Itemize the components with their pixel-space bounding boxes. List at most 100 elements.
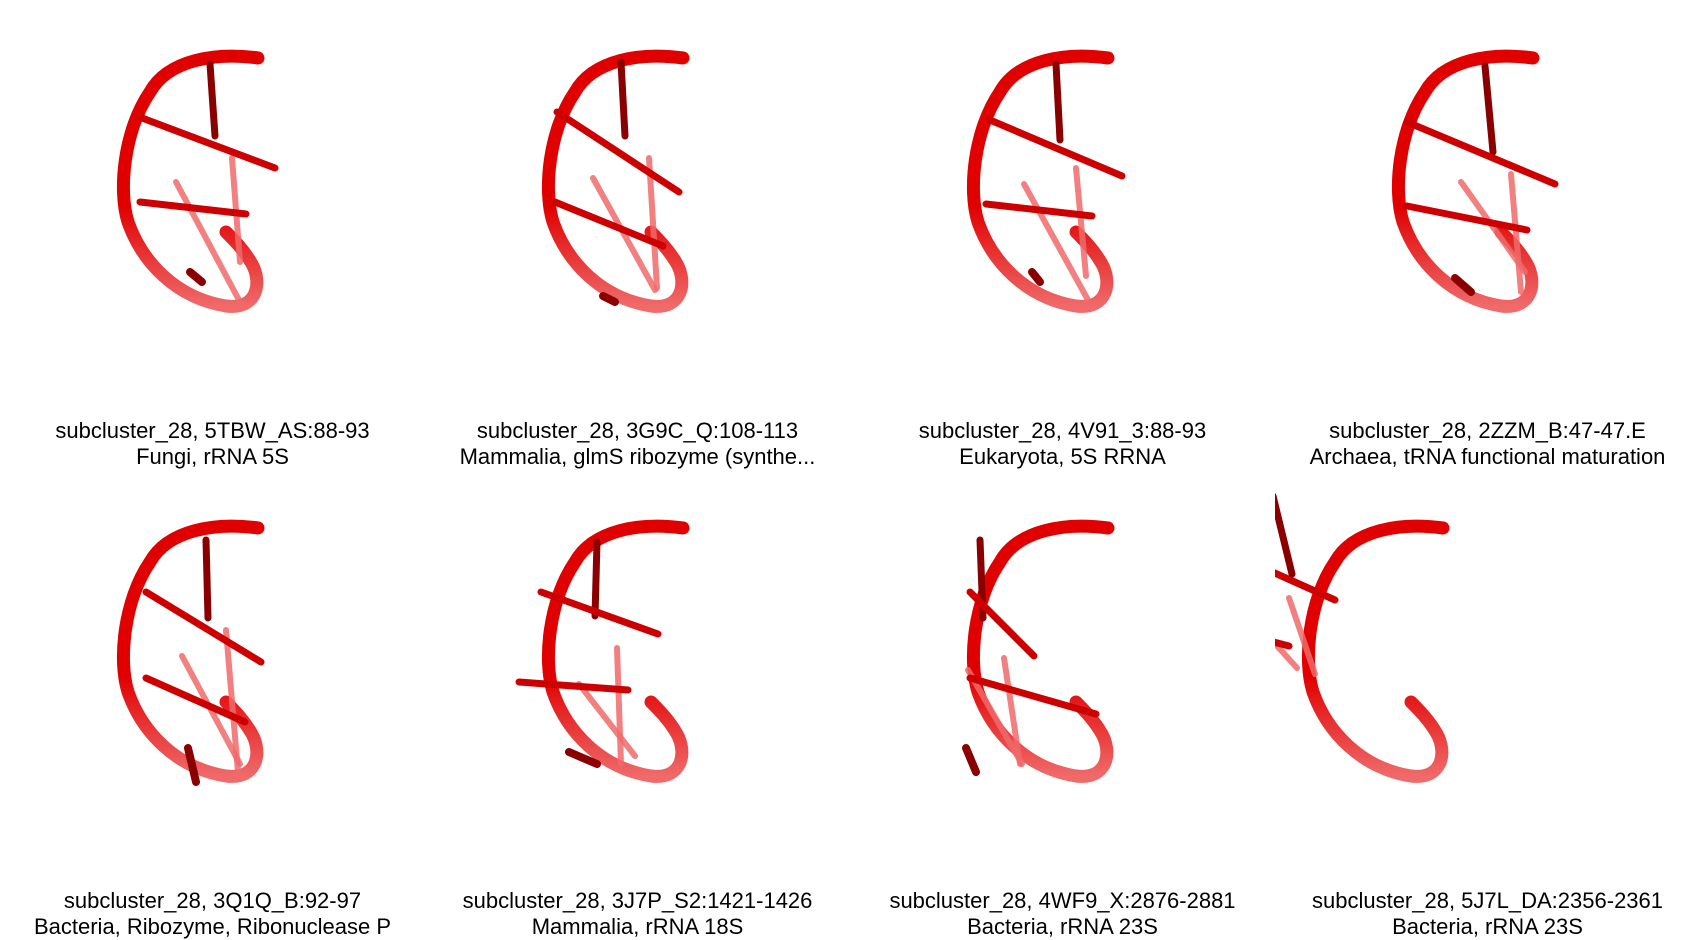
base-strut xyxy=(1451,274,1475,296)
base-strut xyxy=(206,60,219,140)
panel-description-line: Bacteria, rRNA 23S xyxy=(967,914,1158,939)
panel-caption: subcluster_28, 3G9C_Q:108-113 Mammalia, … xyxy=(425,418,850,470)
base-strut xyxy=(142,588,265,666)
panel-description-line: Bacteria, rRNA 23S xyxy=(1392,914,1583,939)
base-strut xyxy=(1403,202,1531,234)
panel-caption: subcluster_28, 3J7P_S2:1421-1426 Mammali… xyxy=(425,888,850,940)
base-strut xyxy=(184,744,200,786)
base-strut xyxy=(599,292,619,306)
base-strut xyxy=(966,588,1038,660)
base-strut xyxy=(1286,595,1318,677)
base-strut xyxy=(202,536,212,622)
base-strut xyxy=(1028,268,1044,286)
base-strut xyxy=(551,198,667,250)
base-strut xyxy=(138,114,279,172)
base-strut xyxy=(646,155,660,291)
panel-caption: subcluster_28, 3Q1Q_B:92-97 Bacteria, Ri… xyxy=(0,888,425,940)
panel-caption: subcluster_28, 5J7L_DA:2356-2361 Bacteri… xyxy=(1275,888,1700,940)
base-strut xyxy=(982,200,1096,220)
panel-id-line: subcluster_28, 4V91_3:88-93 xyxy=(918,418,1207,443)
base-strut xyxy=(1052,60,1064,144)
panel-caption: subcluster_28, 4WF9_X:2876-2881 Bacteria… xyxy=(850,888,1275,940)
base-strut xyxy=(1458,179,1528,275)
base-strut xyxy=(590,175,658,293)
rna-backbone-group xyxy=(116,49,279,313)
rna-backbone-group xyxy=(515,519,690,783)
rna-structure-image xyxy=(1391,49,1559,313)
base-strut xyxy=(966,674,1100,718)
base-strut xyxy=(1508,171,1524,295)
base-strut xyxy=(1073,165,1089,279)
rna-backbone-group xyxy=(966,49,1126,313)
base-strut xyxy=(1021,181,1091,303)
panel-id-line: subcluster_28, 3Q1Q_B:92-97 xyxy=(63,888,362,913)
rna-backbone xyxy=(116,49,265,313)
panel-id-line: subcluster_28, 5J7L_DA:2356-2361 xyxy=(1311,888,1664,913)
base-strut xyxy=(537,588,662,638)
rna-structure-image xyxy=(1275,493,1450,783)
base-strut xyxy=(965,667,1025,767)
rna-structure-image xyxy=(116,519,265,786)
panel-2: subcluster_28, 3G9C_Q:108-113 Mammalia, … xyxy=(425,0,850,470)
base-strut xyxy=(1275,493,1296,578)
rna-structure-image xyxy=(962,519,1115,783)
base-strut xyxy=(553,108,683,196)
base-strut xyxy=(576,681,638,759)
base-strut xyxy=(515,678,632,694)
base-strut xyxy=(1275,639,1300,671)
panel-description-line: Bacteria, Ribozyme, Ribonuclease P xyxy=(33,914,392,939)
rna-structure-image xyxy=(966,49,1126,313)
panel-6: subcluster_28, 3J7P_S2:1421-1426 Mammali… xyxy=(425,470,850,940)
base-strut xyxy=(591,538,601,620)
base-strut xyxy=(142,674,249,726)
base-strut xyxy=(565,748,601,768)
panel-description-line: Fungi, rRNA 5S xyxy=(136,444,289,469)
rna-structure-image xyxy=(541,49,690,313)
base-strut xyxy=(1481,62,1497,156)
base-strut xyxy=(173,179,243,305)
rna-backbone xyxy=(1391,49,1540,313)
rna-backbone-group xyxy=(116,519,265,786)
base-strut xyxy=(617,58,629,140)
base-strut xyxy=(136,198,250,218)
base-strut xyxy=(962,744,980,776)
rna-backbone-group xyxy=(962,519,1115,783)
base-strut xyxy=(986,116,1126,180)
panel-3: subcluster_28, 4V91_3:88-93 Eukaryota, 5… xyxy=(850,0,1275,470)
panel-1: subcluster_28, 5TBW_AS:88-93 Fungi, rRNA… xyxy=(0,0,425,470)
panel-description-line: Archaea, tRNA functional maturation xyxy=(1309,444,1666,469)
base-strut xyxy=(1275,569,1339,604)
base-strut xyxy=(223,627,241,775)
panel-id-line: subcluster_28, 4WF9_X:2876-2881 xyxy=(889,888,1236,913)
panel-description-line: Mammalia, glmS ribozyme (synthe... xyxy=(459,444,816,469)
panel-7: subcluster_28, 4WF9_X:2876-2881 Bacteria… xyxy=(850,470,1275,940)
rna-backbone xyxy=(966,519,1115,783)
rna-backbone xyxy=(966,49,1115,313)
rna-backbone xyxy=(1301,519,1450,783)
rna-backbone xyxy=(541,519,690,783)
panel-id-line: subcluster_28, 2ZZM_B:47-47.E xyxy=(1329,418,1646,443)
panel-8: subcluster_28, 5J7L_DA:2356-2361 Bacteri… xyxy=(1275,470,1700,940)
panel-caption: subcluster_28, 5TBW_AS:88-93 Fungi, rRNA… xyxy=(0,418,425,470)
panel-caption: subcluster_28, 2ZZM_B:47-47.E Archaea, t… xyxy=(1275,418,1700,470)
base-strut xyxy=(614,645,624,767)
rna-structure-image xyxy=(515,519,690,783)
base-strut xyxy=(186,268,206,286)
rna-backbone xyxy=(541,49,690,313)
panel-4: subcluster_28, 2ZZM_B:47-47.E Archaea, t… xyxy=(1275,0,1700,470)
panel-5: subcluster_28, 3Q1Q_B:92-97 Bacteria, Ri… xyxy=(0,470,425,940)
rna-structure-image xyxy=(116,49,279,313)
base-strut xyxy=(1001,655,1023,767)
panel-id-line: subcluster_28, 3J7P_S2:1421-1426 xyxy=(462,888,813,913)
rna-backbone-group xyxy=(1275,493,1450,783)
base-strut xyxy=(1275,638,1293,650)
rna-backbone-group xyxy=(1391,49,1559,313)
panel-id-line: subcluster_28, 3G9C_Q:108-113 xyxy=(476,418,799,443)
panel-description-line: Eukaryota, 5S RRNA xyxy=(959,444,1166,469)
base-strut xyxy=(1403,118,1559,188)
rna-backbone-group xyxy=(541,49,690,313)
rna-backbone xyxy=(116,519,265,783)
panel-id-line: subcluster_28, 5TBW_AS:88-93 xyxy=(55,418,370,443)
panel-caption: subcluster_28, 4V91_3:88-93 Eukaryota, 5… xyxy=(850,418,1275,470)
